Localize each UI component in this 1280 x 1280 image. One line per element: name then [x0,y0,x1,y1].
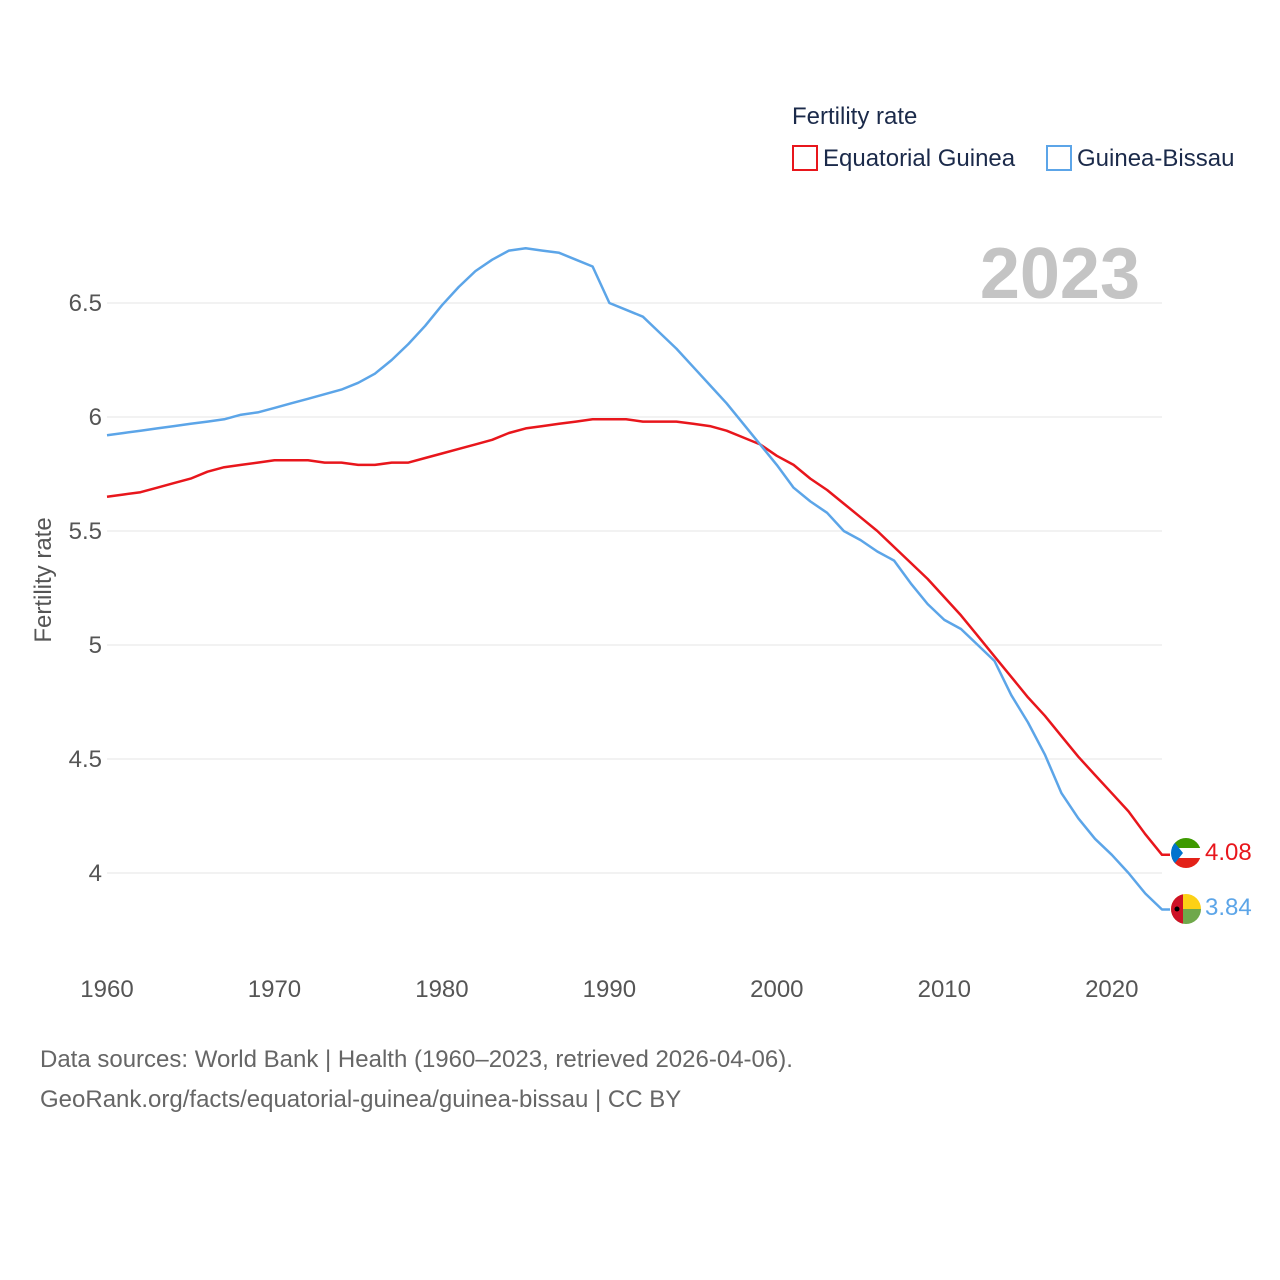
y-axis-ticks: 4 4.5 5 5.5 6 6.5 [69,290,102,887]
x-tick-label: 1960 [80,976,133,1003]
series-line-guinea-bissau[interactable] [106,247,1170,911]
y-axis-title: Fertility rate [30,517,57,642]
footer: Data sources: World Bank | Health (1960–… [40,1040,793,1120]
legend: Fertility rate Equatorial Guinea Guinea-… [792,103,1234,172]
end-value-equatorial-guinea: 4.08 [1205,839,1252,866]
x-tick-label: 1980 [415,976,468,1003]
x-tick-label: 2020 [1085,976,1138,1003]
data-source-text: Data sources: World Bank | Health (1960–… [40,1046,793,1073]
year-label: 2023 [980,234,1140,314]
legend-swatch-equatorial-guinea[interactable] [792,145,818,171]
y-tick-label: 4 [89,860,102,887]
grid-lines [107,302,1162,874]
series-line-equatorial-guinea[interactable] [106,418,1170,857]
y-tick-label: 5.5 [69,518,102,545]
y-tick-label: 4.5 [69,746,102,773]
legend-label-equatorial-guinea[interactable]: Equatorial Guinea [823,145,1016,172]
x-tick-label: 2000 [750,976,803,1003]
end-value-guinea-bissau: 3.84 [1205,894,1252,921]
y-tick-label: 6.5 [69,290,102,317]
x-tick-label: 1970 [248,976,301,1003]
x-tick-label: 2010 [918,976,971,1003]
y-tick-label: 5 [89,632,102,659]
series-lines [106,247,1170,911]
x-axis-ticks: 1960 1970 1980 1990 2000 2010 2020 [80,976,1138,1003]
guinea-bissau-flag-icon [1171,894,1201,924]
y-tick-label: 6 [89,404,102,431]
equatorial-guinea-flag-icon [1171,838,1201,868]
attribution-link[interactable]: GeoRank.org/facts/equatorial-guinea/guin… [40,1086,682,1113]
legend-swatch-guinea-bissau[interactable] [1046,145,1072,171]
x-tick-label: 1990 [583,976,636,1003]
legend-label-guinea-bissau[interactable]: Guinea-Bissau [1077,145,1234,172]
legend-title: Fertility rate [792,103,917,130]
